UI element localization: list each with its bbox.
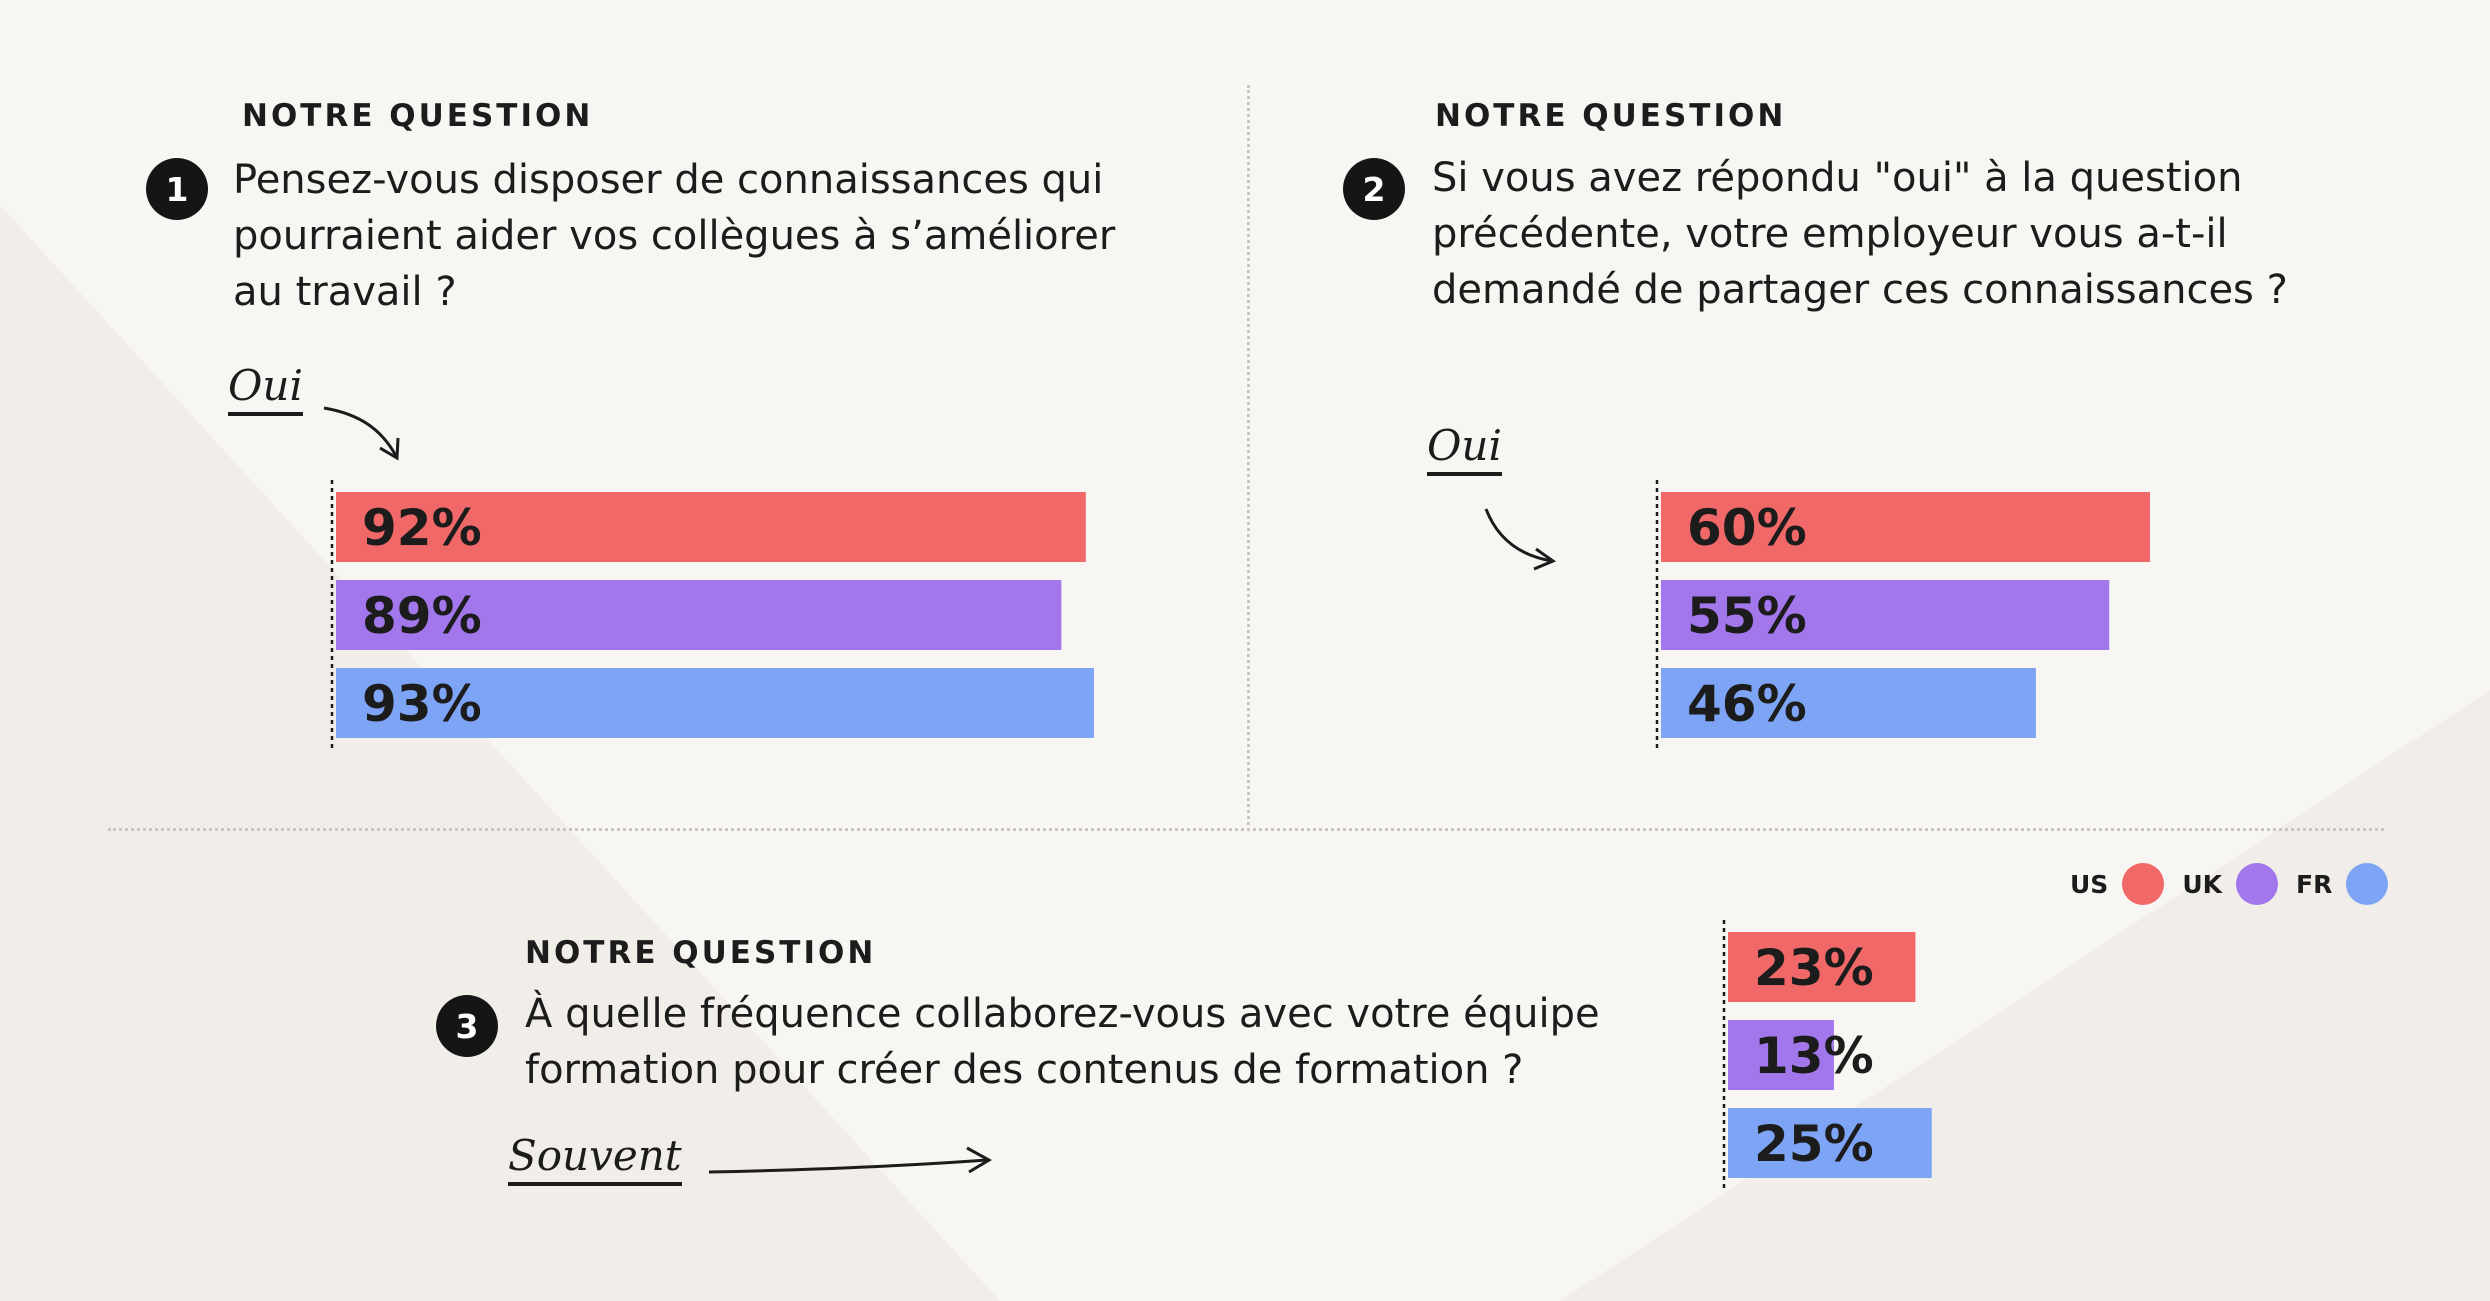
legend-label-us: US xyxy=(2070,869,2109,899)
question-1-number-badge: 1 xyxy=(146,158,208,220)
question-3-arrow-icon xyxy=(708,1146,993,1174)
question-2-number-badge: 2 xyxy=(1343,158,1405,220)
question-1-bar-chart: 92% 89% 93% xyxy=(330,480,1094,750)
vertical-divider xyxy=(1247,85,1250,825)
question-2-answer-label: Oui xyxy=(1427,420,1502,476)
question-2-arrow-icon xyxy=(1484,508,1557,571)
bar-uk xyxy=(1728,1020,1834,1090)
question-3-answer-label: Souvent xyxy=(508,1130,682,1186)
bar-us xyxy=(1661,492,2150,562)
legend-label-fr: FR xyxy=(2296,869,2333,899)
bar-label-fr: 93% xyxy=(362,675,482,733)
question-2-text: Si vous avez répondu "oui" à la question… xyxy=(1432,155,2288,313)
question-1-eyebrow: NOTRE QUESTION xyxy=(242,98,594,134)
legend: US UK FR xyxy=(2070,863,2406,905)
legend-label-uk: UK xyxy=(2182,869,2222,899)
legend-dot-uk xyxy=(2236,863,2278,905)
legend-dot-fr xyxy=(2346,863,2389,905)
bar-label-uk: 55% xyxy=(1687,587,1807,645)
horizontal-divider xyxy=(108,828,2384,831)
bar-fr xyxy=(1661,668,2036,738)
bar-uk xyxy=(1661,580,2110,650)
legend-dot-us xyxy=(2122,863,2165,905)
question-3-eyebrow: NOTRE QUESTION xyxy=(525,935,877,971)
legend-item-uk: UK xyxy=(2182,863,2278,905)
question-3-bar-chart: 23% 13% 25% xyxy=(1722,920,1932,1190)
bar-us xyxy=(1728,932,1916,1002)
question-1-answer-label: Oui xyxy=(228,360,303,416)
bar-fr xyxy=(336,668,1094,738)
bar-label-uk: 89% xyxy=(362,587,482,645)
bar-label-us: 60% xyxy=(1687,499,1807,557)
question-1-arrow-icon xyxy=(323,406,400,461)
question-1-text: Pensez-vous disposer de connaissances qu… xyxy=(233,157,1116,315)
bar-label-fr: 46% xyxy=(1687,675,1807,733)
question-2-bar-chart: 60% 55% 46% xyxy=(1655,480,2150,750)
bar-fr xyxy=(1728,1108,1932,1178)
legend-item-fr: FR xyxy=(2296,863,2389,905)
question-3-number-badge: 3 xyxy=(436,995,498,1057)
bar-uk xyxy=(336,580,1062,650)
bar-label-us: 23% xyxy=(1754,939,1874,997)
bar-label-us: 92% xyxy=(362,499,482,557)
bar-us xyxy=(336,492,1086,562)
legend-item-us: US xyxy=(2070,863,2165,905)
bar-label-fr: 25% xyxy=(1754,1115,1874,1173)
question-2-eyebrow: NOTRE QUESTION xyxy=(1435,98,1787,134)
question-3-text: À quelle fréquence collaborez-vous avec … xyxy=(525,991,1600,1093)
bar-label-uk: 13% xyxy=(1754,1027,1874,1085)
